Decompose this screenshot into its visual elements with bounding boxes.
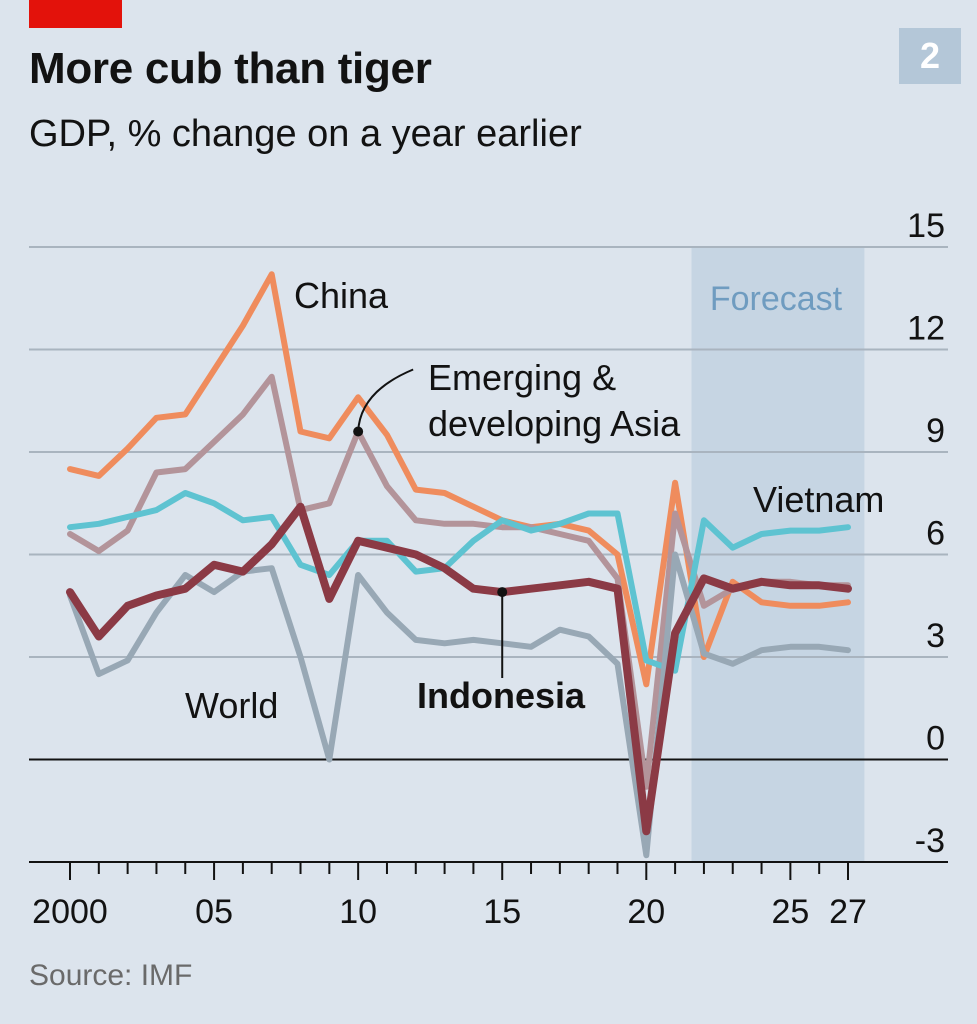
x-tick-label: 27 — [829, 893, 867, 931]
series-line-emerging-developing-asia — [67, 373, 851, 790]
series-label-emerging-developing-asia: Emerging & — [428, 357, 616, 398]
annotations: Forecast China Emerging & developing Asia Vi… — [185, 275, 884, 726]
y-tick-label: 15 — [907, 207, 945, 245]
series-lines — [66, 271, 852, 859]
series-label-emerging-developing-asia: developing Asia — [428, 403, 681, 444]
marker-indonesia-2015 — [497, 587, 508, 598]
x-tick-label: 2000 — [32, 893, 108, 931]
chart-number-badge: 2 — [899, 28, 961, 84]
chart-title: More cub than tiger — [29, 44, 432, 93]
chart-subtitle: GDP, % change on a year earlier — [29, 113, 582, 155]
x-tick-label: 10 — [339, 893, 377, 931]
forecast-label: Forecast — [710, 280, 843, 318]
series-label-indonesia: Indonesia — [417, 675, 586, 716]
y-tick-label: 0 — [926, 720, 945, 758]
series-line-world — [67, 551, 851, 859]
x-tick-label: 25 — [771, 893, 809, 931]
brand-tag — [29, 0, 122, 28]
gridlines: -3 0 3 6 9 12 15 — [29, 207, 948, 863]
x-axis: 2000 05 10 15 20 25 27 — [32, 862, 867, 931]
x-tick-label: 15 — [483, 893, 521, 931]
source-note: Source: IMF — [29, 959, 192, 992]
y-tick-label: 6 — [926, 515, 945, 553]
marker-emerging-asia-2010 — [353, 426, 364, 437]
leader-line-emerging-asia — [357, 368, 414, 432]
series-line-indonesia — [66, 502, 852, 836]
x-tick-label: 05 — [195, 893, 233, 931]
series-label-china: China — [294, 275, 389, 316]
series-line-vietnam — [67, 490, 851, 674]
series-label-world: World — [185, 685, 278, 726]
y-tick-label: 3 — [926, 617, 945, 655]
series-label-vietnam: Vietnam — [753, 479, 884, 520]
y-tick-label: 12 — [907, 310, 945, 348]
y-tick-label: -3 — [915, 822, 945, 860]
series-line-china — [67, 271, 851, 688]
y-tick-label: 9 — [926, 412, 945, 450]
x-tick-label: 20 — [627, 893, 665, 931]
